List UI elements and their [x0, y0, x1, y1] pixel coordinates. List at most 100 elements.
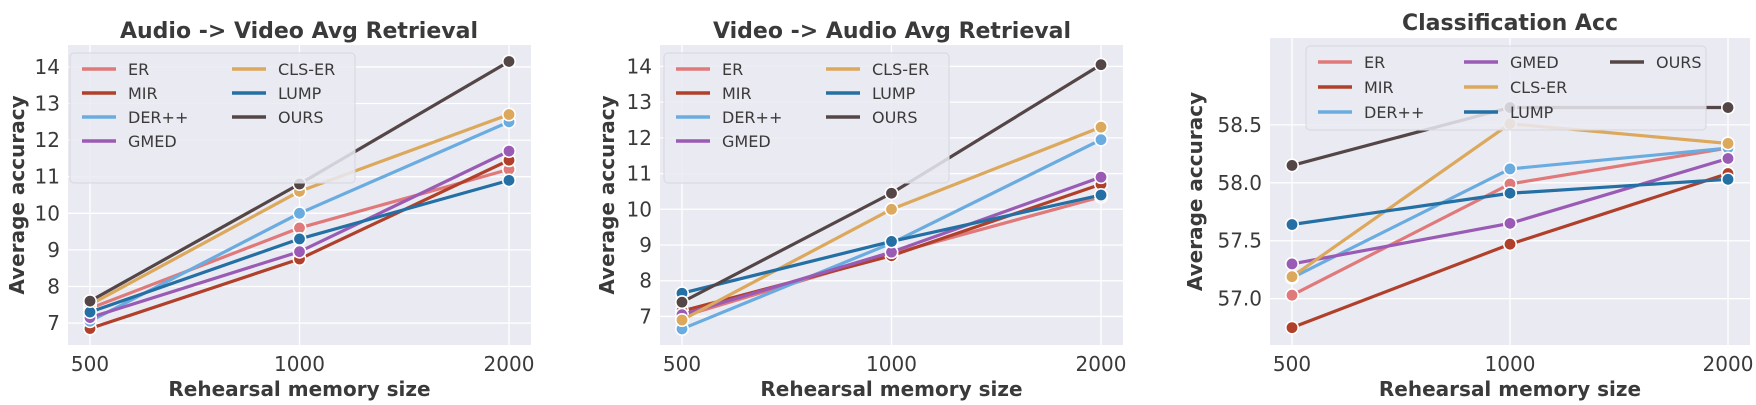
- data-point-ours: [884, 186, 899, 201]
- data-point-der: [1503, 161, 1518, 176]
- data-point-er: [1285, 288, 1300, 303]
- data-point-gmed: [1721, 151, 1736, 166]
- y-axis-label: Average accuracy: [1183, 92, 1207, 291]
- data-point-gmed: [1094, 170, 1109, 185]
- chart-panel-3: 57.0 57.5 58.0 58.5 500 1000 2000 Classificatio…: [1183, 11, 1753, 401]
- data-point-lump: [1285, 217, 1300, 232]
- data-point-ours: [83, 294, 98, 309]
- chart-title: Video -> Audio Avg Retrieval: [713, 19, 1071, 44]
- legend-label: OURS: [278, 108, 324, 127]
- data-point-ours: [674, 295, 689, 310]
- y-tick-label: 14: [627, 54, 652, 78]
- legend-label: GMED: [128, 132, 177, 151]
- data-point-lump: [1721, 172, 1736, 187]
- y-tick-label: 10: [627, 197, 652, 221]
- chart-title: Audio -> Video Avg Retrieval: [120, 19, 478, 44]
- legend-box: [663, 52, 950, 184]
- legend-label: GMED: [722, 132, 771, 151]
- y-tick-label: 12: [35, 128, 60, 152]
- legend-label: DER++: [1364, 103, 1424, 122]
- legend-label: GMED: [1510, 53, 1559, 72]
- data-point-clser: [1094, 120, 1109, 135]
- data-point-clser: [1285, 269, 1300, 284]
- legend-label: OURS: [1656, 53, 1702, 72]
- legend-label: DER++: [128, 108, 188, 127]
- legend-label: LUMP: [1510, 103, 1554, 122]
- legend-box: [69, 52, 356, 184]
- y-tick-label: 58.5: [1217, 113, 1262, 137]
- y-tick-label: 9: [639, 233, 652, 257]
- legend-label: LUMP: [278, 84, 322, 103]
- legend-label: ER: [128, 60, 149, 79]
- data-point-gmed: [292, 244, 307, 259]
- y-tick-label: 13: [627, 90, 652, 114]
- legend: ER MIR DER++ GMED CLS-ER LUMP OURS: [1305, 45, 1707, 131]
- legend-label: DER++: [722, 108, 782, 127]
- x-tick-label: 2000: [1076, 352, 1127, 376]
- data-point-mir: [1503, 237, 1518, 252]
- x-tick-label: 500: [71, 352, 109, 376]
- data-point-lump: [1503, 186, 1518, 201]
- y-tick-label: 58.0: [1217, 171, 1262, 195]
- chart-panel-1: 7 8 9 10 11 12 13 14 500 1000 2000 Audio -> Video A…: [5, 19, 534, 401]
- legend: ER MIR DER++ GMED CLS-ER LUMP OURS: [663, 52, 950, 184]
- y-tick-label: 8: [47, 274, 60, 298]
- y-tick-label: 57.5: [1217, 229, 1262, 253]
- data-point-clser: [674, 312, 689, 327]
- data-point-der: [292, 206, 307, 221]
- y-tick-label: 10: [35, 201, 60, 225]
- y-axis-label: Average accuracy: [595, 95, 619, 294]
- y-tick-label: 14: [35, 55, 60, 79]
- legend-label: MIR: [722, 84, 752, 103]
- x-tick-label: 500: [663, 352, 701, 376]
- chart-title: Classification Acc: [1402, 11, 1618, 36]
- data-point-gmed: [501, 144, 516, 159]
- data-point-lump: [292, 231, 307, 246]
- data-point-ours: [501, 54, 516, 69]
- y-tick-label: 11: [35, 165, 60, 189]
- legend-label: ER: [1364, 53, 1385, 72]
- y-tick-label: 11: [627, 162, 652, 186]
- legend-label: LUMP: [872, 84, 916, 103]
- data-point-gmed: [1503, 216, 1518, 231]
- data-point-ours: [1094, 57, 1109, 72]
- data-point-lump: [884, 234, 899, 249]
- legend-label: MIR: [1364, 78, 1394, 97]
- x-tick-label: 1000: [1485, 352, 1536, 376]
- x-tick-label: 500: [1273, 352, 1311, 376]
- data-point-lump: [1094, 188, 1109, 203]
- legend-label: CLS-ER: [1510, 78, 1567, 97]
- x-tick-label: 1000: [866, 352, 917, 376]
- x-tick-label: 2000: [484, 352, 535, 376]
- y-tick-label: 12: [627, 126, 652, 150]
- y-tick-label: 13: [35, 92, 60, 116]
- y-tick-label: 57.0: [1217, 287, 1262, 311]
- legend: ER MIR DER++ GMED CLS-ER LUMP OURS: [69, 52, 356, 184]
- data-point-ours: [1285, 158, 1300, 173]
- y-axis-label: Average accuracy: [5, 95, 29, 294]
- data-point-der: [1094, 132, 1109, 147]
- x-tick-label: 2000: [1703, 352, 1754, 376]
- data-point-gmed: [1285, 256, 1300, 271]
- data-point-clser: [884, 202, 899, 217]
- legend-label: MIR: [128, 84, 158, 103]
- data-point-ours: [1721, 100, 1736, 115]
- legend-label: ER: [722, 60, 743, 79]
- legend-label: CLS-ER: [872, 60, 929, 79]
- legend-box: [1305, 45, 1707, 131]
- y-tick-label: 9: [47, 238, 60, 262]
- chart-panel-2: 7 8 9 10 11 12 13 14 500 1000 2000 Video -> Audio A…: [595, 19, 1126, 401]
- x-axis-label: Rehearsal memory size: [1379, 377, 1641, 401]
- x-axis-label: Rehearsal memory size: [760, 377, 1022, 401]
- x-axis-label: Rehearsal memory size: [168, 377, 430, 401]
- y-tick-label: 8: [639, 269, 652, 293]
- x-tick-label: 1000: [274, 352, 325, 376]
- y-tick-label: 7: [47, 311, 60, 335]
- data-point-mir: [1285, 320, 1300, 335]
- data-point-lump: [501, 173, 516, 188]
- y-tick-label: 7: [639, 304, 652, 328]
- data-point-clser: [1721, 136, 1736, 151]
- data-point-clser: [501, 107, 516, 122]
- legend-label: CLS-ER: [278, 60, 335, 79]
